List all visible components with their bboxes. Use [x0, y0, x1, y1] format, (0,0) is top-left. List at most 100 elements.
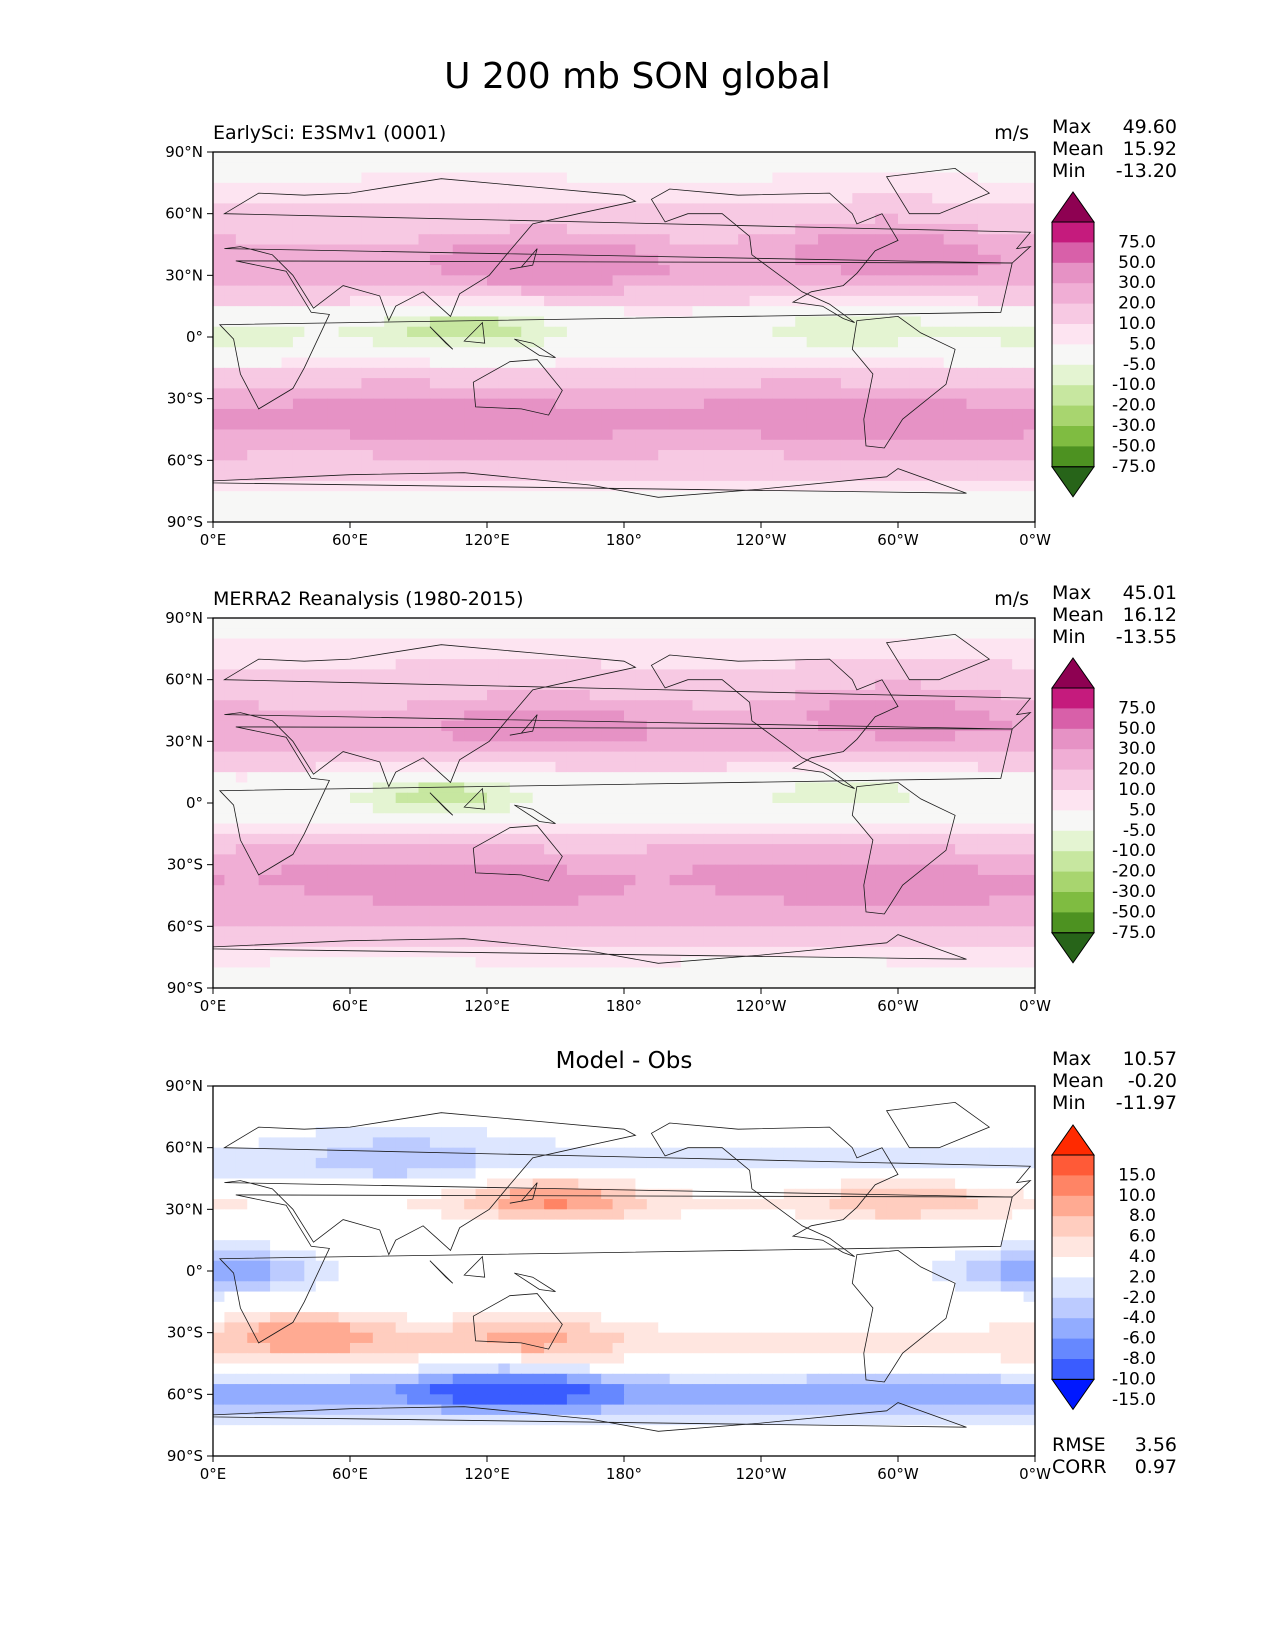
field-cell — [418, 367, 431, 379]
field-cell — [475, 874, 488, 886]
field-cell — [703, 659, 716, 670]
field-cell — [578, 357, 591, 369]
field-cell — [635, 720, 648, 732]
field-cell — [806, 916, 819, 927]
field-cell — [772, 926, 785, 938]
field-cell — [247, 337, 260, 348]
field-cell — [783, 378, 796, 389]
field-cell — [1023, 193, 1035, 204]
field-cell — [292, 885, 305, 897]
field-cell — [909, 741, 922, 753]
field-cell — [384, 823, 397, 835]
field-cell — [213, 480, 226, 492]
field-cell — [761, 833, 774, 845]
field-cell — [292, 864, 305, 876]
field-cell — [509, 628, 522, 640]
field-cell — [612, 398, 625, 410]
field-cell — [772, 295, 785, 307]
field-cell — [327, 162, 340, 174]
field-cell — [270, 450, 283, 461]
field-cell — [692, 213, 705, 225]
field-cell — [829, 172, 842, 184]
field-cell — [863, 782, 876, 794]
field-cell — [487, 874, 500, 886]
field-cell — [418, 347, 431, 359]
field-cell — [578, 480, 591, 492]
field-cell — [544, 152, 557, 163]
field-cell — [989, 398, 1002, 410]
field-cell — [270, 429, 283, 441]
field-cell — [213, 398, 226, 410]
field-cell — [692, 419, 705, 431]
field-cell — [783, 885, 796, 897]
field-cell — [429, 731, 442, 742]
field-cell — [692, 378, 705, 389]
field-cell — [235, 450, 248, 461]
field-cell — [555, 357, 568, 369]
field-cell — [589, 741, 602, 753]
field-cell — [795, 429, 808, 441]
field-cell — [384, 844, 397, 855]
field-cell — [407, 905, 420, 917]
field-cell — [726, 813, 739, 825]
field-cell — [601, 460, 614, 472]
field-cell — [1023, 885, 1035, 897]
field-cell — [315, 648, 328, 660]
coastline — [429, 326, 454, 350]
field-cell — [235, 638, 248, 650]
field-cell — [738, 254, 751, 266]
field-cell — [292, 450, 305, 461]
field-cell — [772, 152, 785, 163]
field-cell — [224, 710, 237, 722]
field-cell — [441, 628, 454, 640]
field-cell — [738, 844, 751, 855]
field-cell — [464, 326, 477, 338]
field-cell — [224, 223, 237, 235]
field-cell — [372, 659, 385, 670]
field-cell — [258, 854, 271, 866]
field-cell — [566, 628, 579, 640]
field-cell — [932, 491, 945, 503]
field-cell — [977, 419, 990, 431]
field-cell — [544, 700, 557, 712]
field-cell — [715, 864, 728, 876]
field-cell — [818, 751, 831, 763]
field-cell — [372, 213, 385, 225]
field-cell — [749, 213, 762, 225]
field-cell — [909, 491, 922, 503]
field-cell — [395, 823, 408, 835]
field-cell — [772, 326, 785, 338]
field-cell — [840, 741, 853, 753]
field-cell — [372, 491, 385, 503]
field-cell — [418, 916, 431, 927]
field-cell — [863, 638, 876, 650]
field-cell — [795, 885, 808, 897]
field-cell — [635, 275, 648, 287]
field-cell — [795, 408, 808, 420]
field-cell — [441, 357, 454, 369]
field-cell — [213, 669, 226, 681]
field-cell — [224, 618, 237, 629]
field-cell — [829, 480, 842, 492]
field-cell — [749, 813, 762, 825]
field-cell — [681, 936, 694, 948]
field-cell — [646, 172, 659, 184]
field-cell — [863, 378, 876, 389]
field-cell — [989, 460, 1002, 472]
field-cell — [475, 772, 488, 784]
field-cell — [384, 700, 397, 712]
field-cell — [521, 295, 534, 307]
field-cell — [418, 761, 431, 773]
field-cell — [487, 710, 500, 722]
field-cell — [715, 823, 728, 835]
field-cell — [224, 193, 237, 204]
field-cell — [372, 326, 385, 338]
field-cell — [350, 223, 363, 235]
field-cell — [372, 203, 385, 215]
field-cell — [224, 700, 237, 712]
field-cell — [566, 782, 579, 794]
field-cell — [886, 480, 899, 492]
field-cell — [943, 803, 956, 814]
field-cell — [726, 772, 739, 784]
field-cell — [235, 618, 248, 629]
